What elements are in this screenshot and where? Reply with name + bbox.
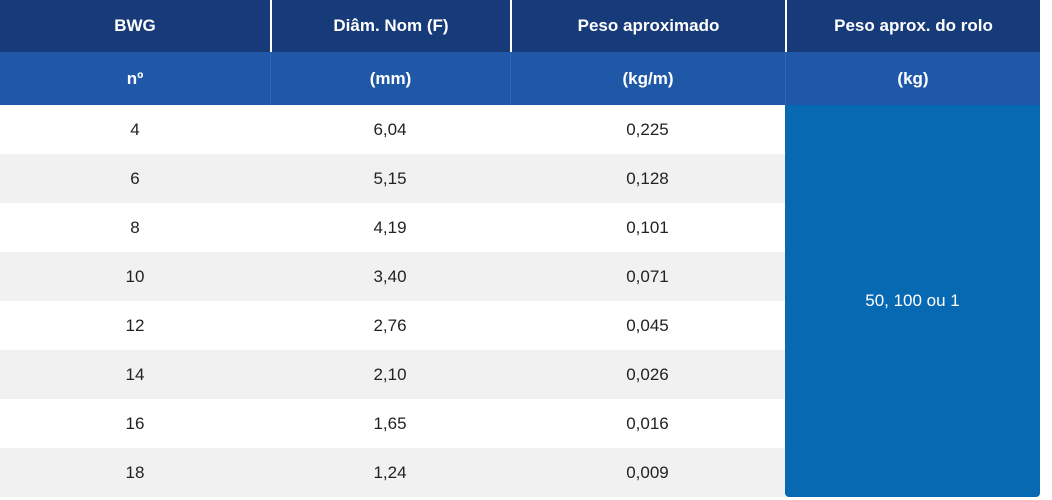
data-cell: 3,40 [270,252,510,301]
data-row: 4 6,04 0,225 50, 100 ou 1 [0,105,1040,497]
data-cell: 6,04 [373,119,407,139]
data-cell: 0,128 [510,154,785,203]
data-cell: 0,016 [626,413,669,433]
data-row: 6 5,15 0,128 [0,154,1040,203]
data-row: 14 2,10 0,026 [0,350,1040,399]
data-cell: 1,24 [270,448,510,497]
header-cell: (mm) [270,52,510,105]
header-cell: BWG [0,0,270,52]
header-cell: (kg) [785,52,1040,105]
data-row: 16 1,65 0,016 [0,399,1040,448]
data-row: 8 4,19 0,101 [0,203,1040,252]
header-cell: Peso aprox. do rolo [785,0,1040,52]
header-cell: Diâm. Nom (F) [270,0,510,52]
header-cell: nº [0,52,270,105]
data-cell: 10 [0,252,270,301]
data-cell: 1,65 [373,413,407,433]
data-cell: 0,009 [510,448,785,497]
data-cell: 14 [0,350,270,399]
data-row: 10 3,40 0,071 [0,252,1040,301]
data-cell: 16 [125,413,145,433]
data-cell: 0,026 [510,350,785,399]
data-cell: 2,76 [373,315,407,335]
data-cell: 0,225 [626,119,669,139]
data-cell: 12 [125,315,145,335]
data-cell: 0,071 [510,252,785,301]
data-cell: 2,10 [270,350,510,399]
merged-cell: 50, 100 ou 1 [785,105,1040,497]
header-row: nº (mm) (kg/m) (kg) [0,52,1040,105]
data-cell: 8 [130,217,140,237]
header-cell: Peso aproximado [510,0,785,52]
data-row: 18 1,24 0,009 [0,448,1040,497]
data-cell: 6 [0,154,270,203]
data-cell: 0,101 [626,217,669,237]
data-cell: 4 [130,119,140,139]
data-cell: 4,19 [373,217,407,237]
data-cell: 0,045 [626,315,669,335]
data-cell: 5,15 [270,154,510,203]
header-row: BWG Diâm. Nom (F) Peso aproximado Peso apro… [0,0,1040,52]
data-row: 12 2,76 0,045 [0,301,1040,350]
header-cell: (kg/m) [510,52,785,105]
data-cell: 18 [0,448,270,497]
